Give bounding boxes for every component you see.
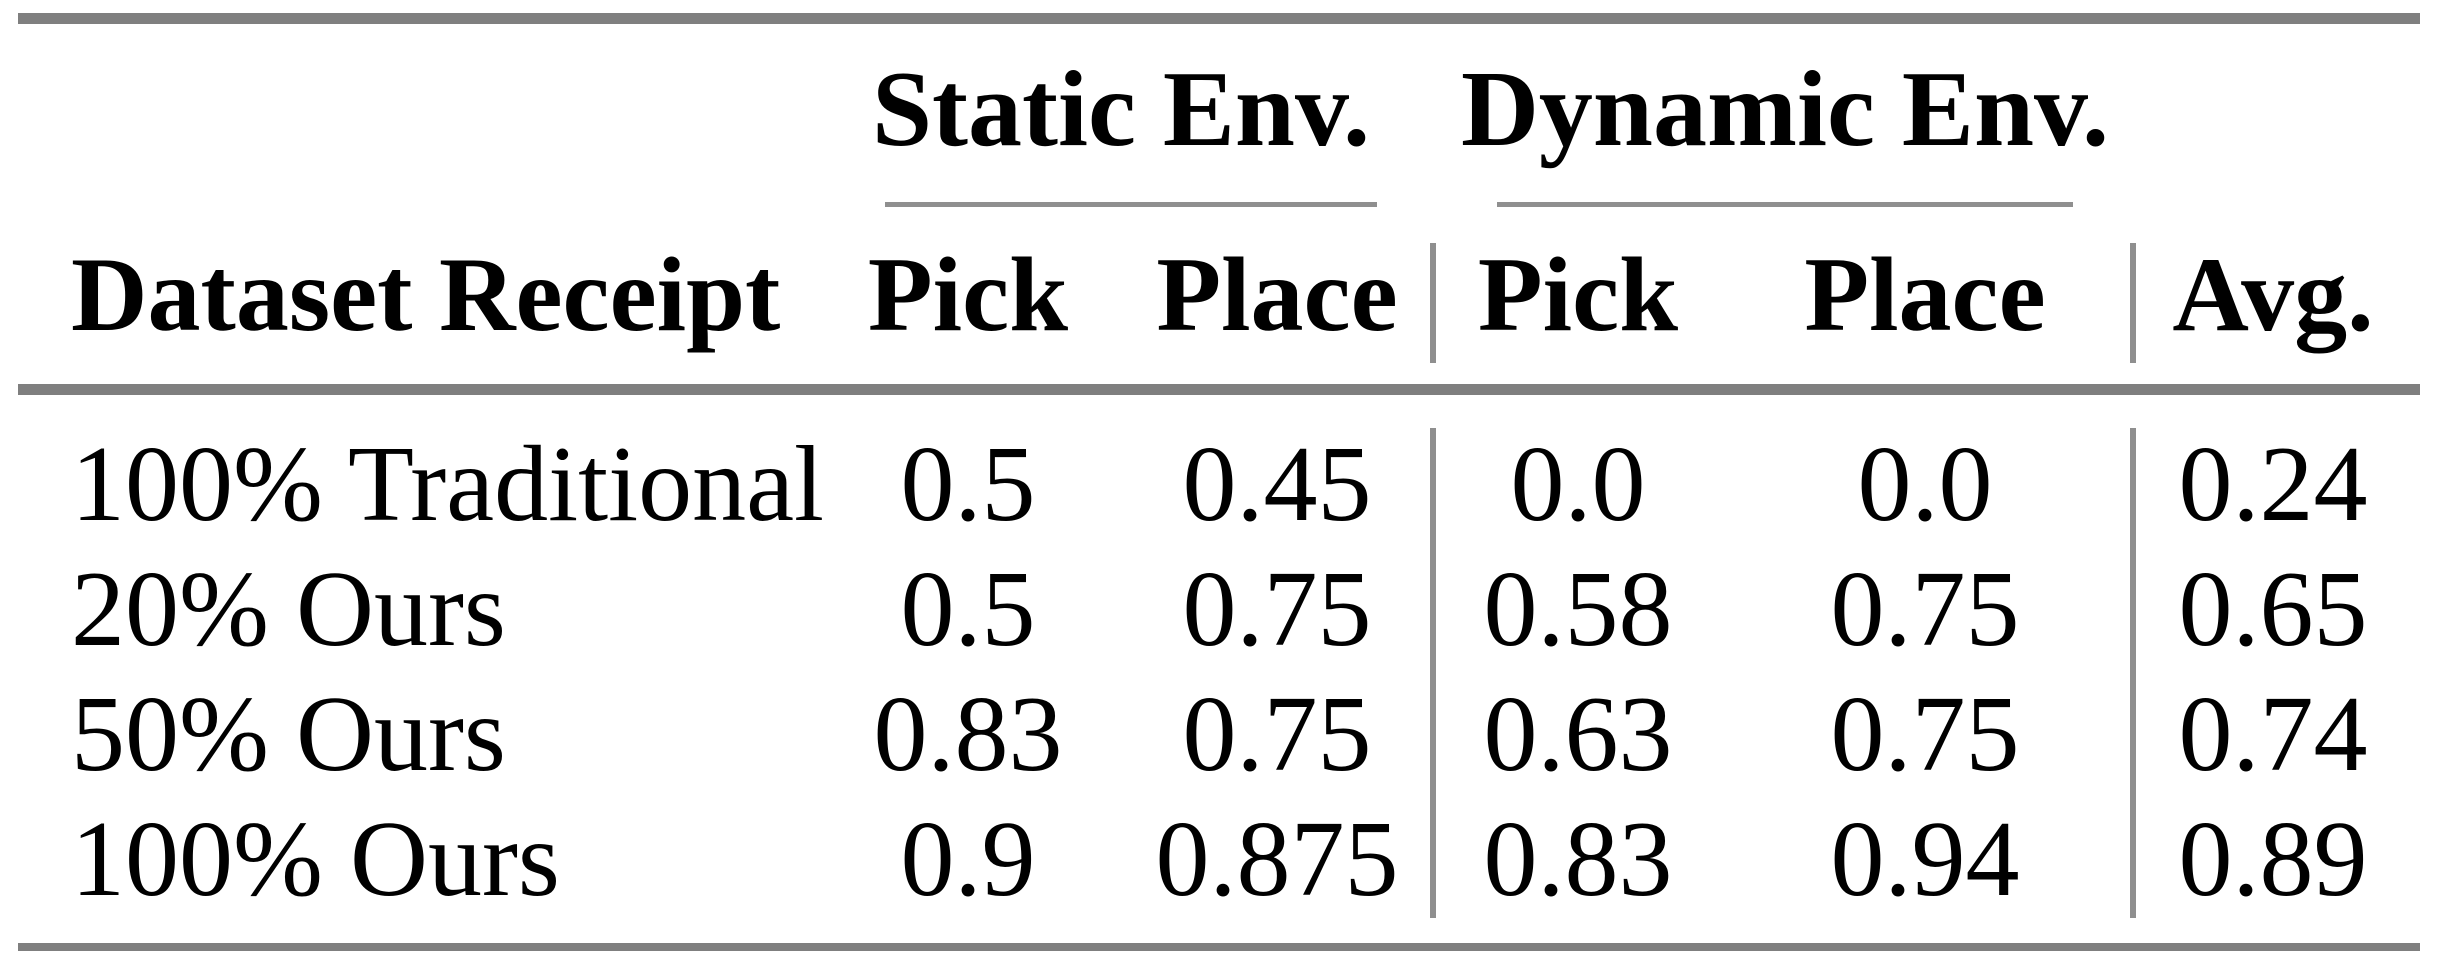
column-header-dataset-receipt: Dataset Receipt bbox=[71, 236, 781, 353]
vertical-separator-1-body bbox=[1430, 428, 1436, 918]
table-cell: 0.65 bbox=[2178, 550, 2368, 669]
table-cell: 0.94 bbox=[1830, 800, 2020, 919]
table-cell: 0.875 bbox=[1155, 800, 1399, 919]
column-header-static-place: Place bbox=[1156, 236, 1398, 353]
row-label: 20% Ours bbox=[71, 550, 506, 669]
row-label: 100% Traditional bbox=[71, 425, 825, 544]
static-env-underline bbox=[885, 202, 1377, 207]
column-header-static-pick: Pick bbox=[867, 236, 1069, 353]
group-header-dynamic-env: Dynamic Env. bbox=[1460, 50, 2110, 169]
table-cell: 0.0 bbox=[1510, 425, 1646, 544]
table-cell: 0.75 bbox=[1830, 675, 2020, 794]
table-cell: 0.9 bbox=[900, 800, 1036, 919]
header-rule bbox=[18, 384, 2420, 395]
table-cell: 0.5 bbox=[900, 425, 1036, 544]
column-header-dynamic-place: Place bbox=[1804, 236, 2046, 353]
dynamic-env-underline bbox=[1497, 202, 2073, 207]
table-cell: 0.45 bbox=[1182, 425, 1372, 544]
table-cell: 0.75 bbox=[1830, 550, 2020, 669]
row-label: 50% Ours bbox=[71, 675, 506, 794]
vertical-separator-2-body bbox=[2130, 428, 2136, 918]
group-header-static-env: Static Env. bbox=[871, 50, 1371, 169]
table-cell: 0.24 bbox=[2178, 425, 2368, 544]
column-header-avg: Avg. bbox=[2172, 236, 2374, 353]
table-cell: 0.63 bbox=[1483, 675, 1673, 794]
table-cell: 0.0 bbox=[1857, 425, 1993, 544]
table-cell: 0.83 bbox=[1483, 800, 1673, 919]
top-rule bbox=[18, 13, 2420, 24]
table-cell: 0.74 bbox=[2178, 675, 2368, 794]
bottom-rule bbox=[18, 943, 2420, 951]
row-label: 100% Ours bbox=[71, 800, 560, 919]
column-header-dynamic-pick: Pick bbox=[1477, 236, 1679, 353]
table-cell: 0.83 bbox=[873, 675, 1063, 794]
table-cell: 0.58 bbox=[1483, 550, 1673, 669]
vertical-separator-2-header bbox=[2130, 243, 2136, 363]
table-cell: 0.89 bbox=[2178, 800, 2368, 919]
vertical-separator-1-header bbox=[1430, 243, 1436, 363]
table-cell: 0.5 bbox=[900, 550, 1036, 669]
table-cell: 0.75 bbox=[1182, 675, 1372, 794]
table-cell: 0.75 bbox=[1182, 550, 1372, 669]
